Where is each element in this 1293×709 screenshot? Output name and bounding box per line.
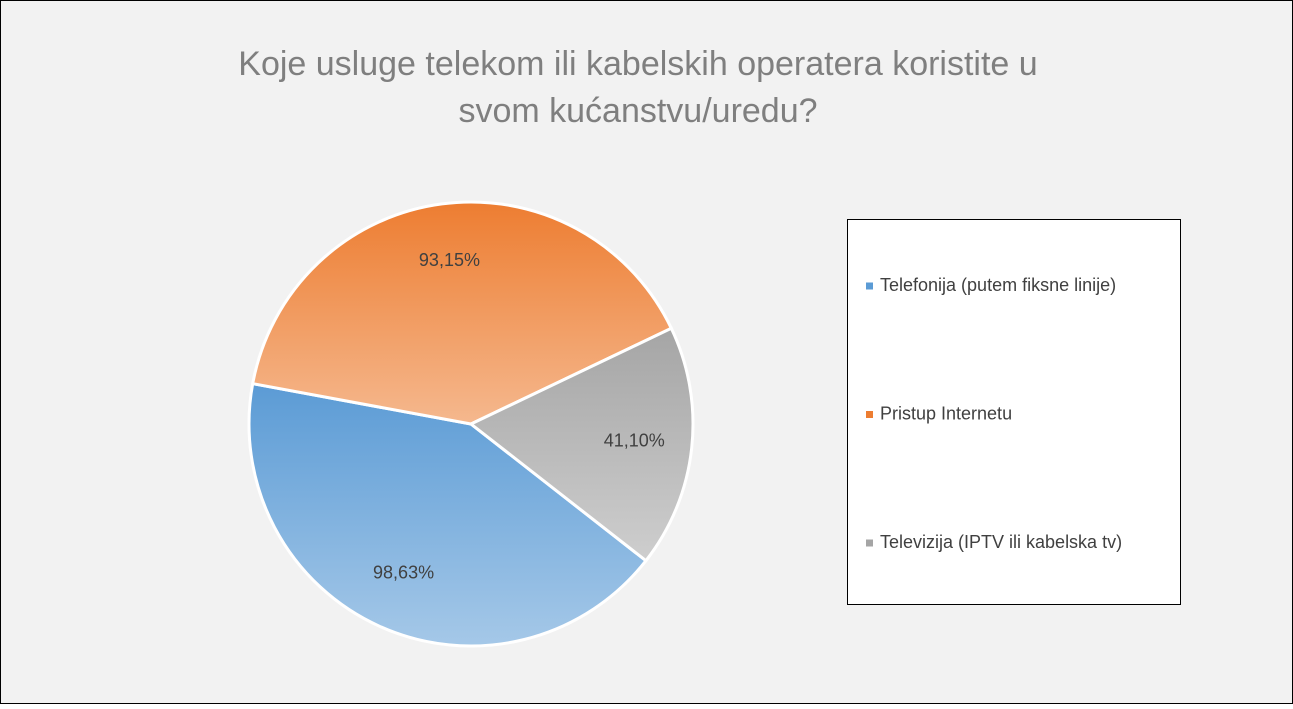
legend-label: Televizija (IPTV ili kabelska tv) bbox=[880, 532, 1122, 552]
legend-label: Telefonija (putem fiksne linije) bbox=[880, 275, 1116, 295]
legend-marker bbox=[866, 282, 873, 290]
pie-slice bbox=[468, 326, 695, 563]
data-label: 41,10% bbox=[604, 431, 665, 451]
pie-slice bbox=[247, 381, 649, 648]
legend-marker bbox=[866, 539, 873, 547]
data-label: 93,15% bbox=[419, 250, 480, 270]
chart-title: svom kućanstvu/uredu? bbox=[458, 92, 817, 130]
chart-title: Koje usluge telekom ili kabelskih operat… bbox=[238, 45, 1037, 83]
legend-box bbox=[847, 219, 1181, 605]
data-label: 98,63% bbox=[373, 563, 434, 583]
pie-slice bbox=[250, 200, 674, 426]
legend-marker bbox=[866, 411, 873, 418]
legend-label: Pristup Internetu bbox=[880, 403, 1012, 423]
